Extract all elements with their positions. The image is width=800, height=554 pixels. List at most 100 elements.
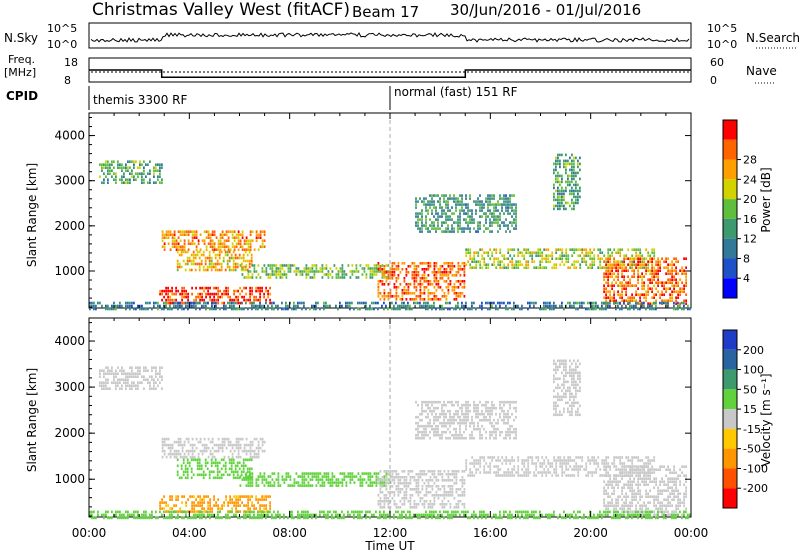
power-cell	[427, 283, 430, 286]
power-cell	[417, 212, 419, 215]
power-cell	[493, 301, 495, 305]
velocity-cell	[539, 471, 542, 474]
velocity-cell	[217, 446, 220, 450]
power-cell	[479, 266, 482, 269]
power-cell	[178, 265, 181, 269]
power-cell	[311, 276, 314, 279]
velocity-cell	[555, 471, 558, 474]
power-cell	[415, 197, 417, 200]
velocity-cell	[503, 421, 505, 425]
power-cell	[141, 163, 143, 166]
power-cell	[501, 301, 503, 305]
power-cell	[387, 271, 390, 274]
power-cell	[435, 262, 438, 265]
velocity-cell	[493, 427, 495, 431]
power-cell	[513, 248, 516, 251]
velocity-cell	[231, 501, 233, 504]
power-cell	[503, 224, 505, 227]
velocity-cell	[165, 437, 168, 441]
velocity-cell	[581, 459, 584, 462]
power-cell	[521, 263, 524, 266]
velocity-cell	[495, 474, 498, 477]
power-cell	[655, 269, 657, 272]
velocity-cell	[619, 459, 622, 462]
velocity-cell	[242, 467, 245, 471]
power-cell	[247, 242, 250, 245]
velocity-cell	[441, 436, 443, 440]
power-cell	[345, 273, 348, 276]
power-cell	[245, 264, 248, 267]
power-cell	[563, 263, 566, 266]
power-cell	[565, 251, 568, 254]
power-cell	[381, 268, 384, 271]
power-cell	[479, 209, 481, 212]
power-cell	[491, 221, 493, 224]
velocity-cell	[141, 381, 143, 384]
power-cell	[683, 299, 685, 302]
power-cell	[435, 271, 438, 274]
velocity-cell	[481, 403, 483, 407]
power-cell	[619, 263, 621, 266]
power-cell	[591, 263, 594, 266]
power-cell	[149, 160, 151, 163]
velocity-cell	[449, 415, 451, 419]
power-cell	[653, 266, 656, 269]
velocity-cell	[477, 468, 480, 471]
power-cell	[133, 301, 135, 305]
velocity-cell	[193, 495, 195, 498]
power-cell	[573, 266, 576, 269]
power-cell	[259, 245, 262, 248]
power-cell	[437, 268, 440, 271]
power-cell	[204, 262, 207, 266]
power-cell	[421, 200, 423, 203]
power-cell	[627, 307, 629, 311]
velocity-cell	[509, 415, 511, 419]
power-cell	[633, 248, 636, 251]
velocity-cell	[115, 372, 117, 375]
power-cell	[113, 166, 115, 169]
power-cell	[675, 260, 677, 263]
power-cell	[169, 230, 172, 233]
power-cell	[603, 278, 605, 281]
velocity-cell	[445, 479, 448, 482]
power-cell	[359, 301, 361, 305]
velocity-cell	[557, 459, 560, 462]
power-cell	[635, 304, 637, 308]
power-cell	[431, 221, 433, 224]
velocity-cell	[415, 491, 418, 494]
power-cell	[473, 254, 476, 257]
power-cell	[487, 227, 489, 230]
power-cell	[433, 194, 435, 197]
power-cell	[237, 307, 239, 311]
velocity-cell	[637, 474, 640, 477]
power-cell	[225, 233, 228, 236]
velocity-cell	[249, 452, 252, 456]
power-cell	[429, 292, 432, 295]
velocity-cell	[323, 481, 326, 484]
power-cell	[129, 172, 131, 175]
velocity-cell	[443, 479, 446, 482]
power-cell	[269, 286, 271, 290]
velocity-cell	[137, 375, 139, 378]
power-cell	[623, 266, 626, 269]
power-cell	[193, 236, 196, 239]
power-cell	[205, 230, 208, 233]
power-cell	[113, 307, 115, 311]
velocity-cell	[263, 484, 266, 487]
velocity-cell	[327, 481, 330, 484]
velocity-cell	[223, 440, 226, 444]
power-cell	[259, 286, 261, 290]
power-cell	[539, 263, 542, 266]
velocity-cell	[483, 471, 486, 474]
power-cell	[577, 301, 579, 305]
power-cell	[261, 242, 264, 245]
velocity-cell	[403, 494, 406, 497]
power-cell	[443, 274, 446, 277]
power-cell	[623, 260, 625, 263]
velocity-cell	[103, 387, 105, 390]
power-cell	[603, 254, 606, 257]
velocity-cell	[397, 494, 400, 497]
power-cell	[469, 227, 471, 230]
power-cell	[505, 203, 507, 206]
power-cell	[395, 289, 398, 292]
